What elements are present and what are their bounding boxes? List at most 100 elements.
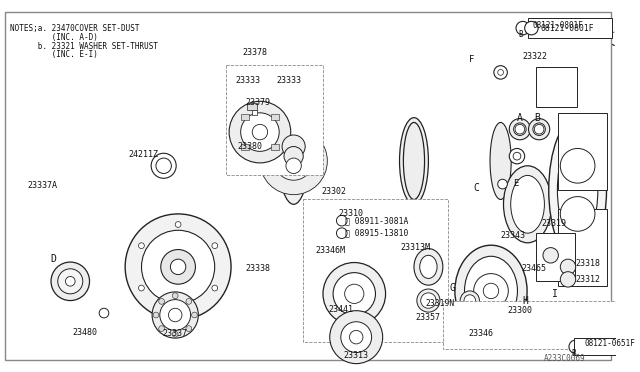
Bar bbox=[443, 301, 616, 349]
Circle shape bbox=[515, 124, 525, 134]
Circle shape bbox=[241, 113, 279, 151]
Ellipse shape bbox=[509, 148, 525, 164]
Text: (INC. A-D): (INC. A-D) bbox=[10, 33, 97, 42]
Circle shape bbox=[337, 228, 347, 238]
Bar bbox=[303, 199, 447, 342]
Text: B: B bbox=[534, 113, 540, 123]
Ellipse shape bbox=[529, 119, 550, 140]
Text: 23379: 23379 bbox=[246, 98, 271, 108]
Circle shape bbox=[525, 21, 538, 35]
Text: 23480: 23480 bbox=[72, 327, 97, 337]
Circle shape bbox=[156, 158, 172, 173]
Text: B: B bbox=[572, 349, 576, 358]
Circle shape bbox=[141, 230, 214, 304]
Text: 23357: 23357 bbox=[416, 313, 441, 322]
Text: 23343: 23343 bbox=[500, 231, 525, 240]
Circle shape bbox=[534, 124, 544, 134]
Text: 23380: 23380 bbox=[238, 142, 263, 151]
Text: NOTES;a. 23470COVER SET-DUST: NOTES;a. 23470COVER SET-DUST bbox=[10, 24, 139, 33]
Text: 23318: 23318 bbox=[576, 260, 601, 269]
Bar bbox=[558, 113, 607, 190]
Text: 23441: 23441 bbox=[328, 305, 353, 314]
Ellipse shape bbox=[513, 152, 521, 160]
Circle shape bbox=[560, 259, 576, 275]
Ellipse shape bbox=[498, 70, 504, 75]
Circle shape bbox=[560, 148, 595, 183]
Text: D: D bbox=[50, 254, 56, 264]
Text: B: B bbox=[518, 31, 523, 39]
Ellipse shape bbox=[323, 263, 385, 325]
Circle shape bbox=[168, 308, 182, 322]
Ellipse shape bbox=[460, 291, 479, 310]
Text: b. 23321 WASHER SET-THRUST: b. 23321 WASHER SET-THRUST bbox=[10, 42, 157, 51]
Ellipse shape bbox=[403, 122, 424, 199]
Bar bbox=[252, 110, 257, 115]
Circle shape bbox=[138, 243, 144, 248]
Bar bbox=[248, 103, 257, 110]
Text: 23322: 23322 bbox=[523, 52, 548, 61]
Circle shape bbox=[260, 127, 327, 195]
Circle shape bbox=[186, 326, 192, 331]
Ellipse shape bbox=[420, 255, 437, 278]
Circle shape bbox=[286, 158, 301, 173]
Circle shape bbox=[275, 142, 313, 180]
Circle shape bbox=[349, 330, 363, 344]
Text: 23346: 23346 bbox=[469, 330, 494, 339]
Text: F: F bbox=[469, 55, 474, 64]
Circle shape bbox=[191, 312, 197, 318]
Text: 23319N: 23319N bbox=[425, 299, 454, 308]
Text: 23337A: 23337A bbox=[27, 180, 57, 190]
Text: 23313: 23313 bbox=[344, 351, 369, 360]
Text: 08121-0801F: 08121-0801F bbox=[532, 21, 583, 30]
Bar bbox=[536, 67, 577, 107]
Circle shape bbox=[172, 293, 178, 299]
Circle shape bbox=[464, 295, 476, 306]
Ellipse shape bbox=[490, 122, 511, 199]
Circle shape bbox=[229, 101, 291, 163]
Ellipse shape bbox=[414, 248, 443, 285]
Circle shape bbox=[284, 147, 303, 166]
Text: 23378: 23378 bbox=[243, 48, 268, 57]
Text: 23310: 23310 bbox=[339, 209, 364, 218]
Text: 23312: 23312 bbox=[576, 275, 601, 284]
Text: (INC. E-I): (INC. E-I) bbox=[10, 50, 97, 59]
Circle shape bbox=[340, 322, 372, 353]
Ellipse shape bbox=[330, 311, 383, 363]
Circle shape bbox=[175, 222, 181, 227]
Text: E: E bbox=[513, 179, 518, 187]
Bar bbox=[241, 114, 249, 120]
Text: 23313M: 23313M bbox=[401, 243, 431, 253]
Ellipse shape bbox=[548, 118, 607, 262]
Text: 23300: 23300 bbox=[508, 306, 532, 315]
Bar bbox=[241, 144, 249, 150]
Text: 23346M: 23346M bbox=[316, 246, 346, 255]
Circle shape bbox=[560, 196, 595, 231]
Circle shape bbox=[186, 298, 192, 304]
Circle shape bbox=[125, 214, 231, 320]
Text: 23319: 23319 bbox=[541, 219, 566, 228]
Circle shape bbox=[333, 273, 376, 315]
Bar bbox=[574, 338, 640, 355]
Circle shape bbox=[474, 274, 508, 308]
Circle shape bbox=[516, 21, 529, 35]
Circle shape bbox=[569, 340, 582, 353]
Circle shape bbox=[138, 285, 144, 291]
Circle shape bbox=[172, 331, 178, 337]
Circle shape bbox=[170, 259, 186, 275]
Bar bbox=[271, 114, 279, 120]
Circle shape bbox=[175, 306, 181, 312]
Ellipse shape bbox=[399, 118, 428, 204]
Text: H: H bbox=[523, 296, 529, 305]
Text: 08121-0651F: 08121-0651F bbox=[584, 339, 636, 349]
Text: G: G bbox=[449, 283, 456, 293]
Circle shape bbox=[420, 293, 436, 308]
Ellipse shape bbox=[509, 119, 531, 140]
Bar bbox=[226, 65, 323, 176]
Circle shape bbox=[151, 153, 176, 178]
Circle shape bbox=[282, 135, 305, 158]
Text: 08121-0801F: 08121-0801F bbox=[540, 23, 594, 33]
Circle shape bbox=[212, 243, 218, 248]
Circle shape bbox=[337, 215, 347, 226]
Ellipse shape bbox=[455, 245, 527, 337]
Ellipse shape bbox=[557, 137, 598, 243]
